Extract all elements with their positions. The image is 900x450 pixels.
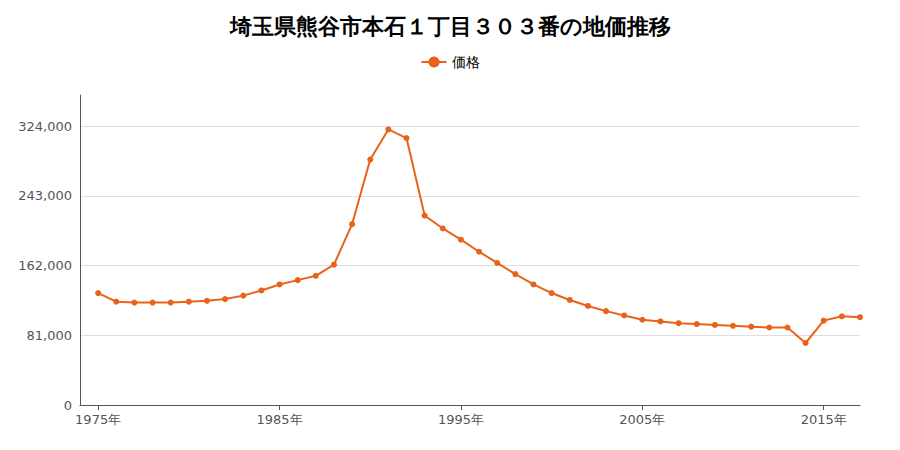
svg-text:81,000: 81,000 <box>27 328 73 343</box>
svg-text:2005年: 2005年 <box>619 412 665 427</box>
svg-text:0: 0 <box>64 398 72 413</box>
svg-text:埼玉県熊谷市本石１丁目３０３番の地価推移: 埼玉県熊谷市本石１丁目３０３番の地価推移 <box>229 14 671 39</box>
svg-text:243,000: 243,000 <box>18 188 72 203</box>
svg-text:1975年: 1975年 <box>75 412 121 427</box>
svg-text:1985年: 1985年 <box>256 412 302 427</box>
svg-text:324,000: 324,000 <box>18 119 72 134</box>
svg-text:2015年: 2015年 <box>801 412 847 427</box>
svg-text:価格: 価格 <box>452 54 480 70</box>
svg-text:162,000: 162,000 <box>18 258 72 273</box>
svg-text:1995年: 1995年 <box>438 412 484 427</box>
